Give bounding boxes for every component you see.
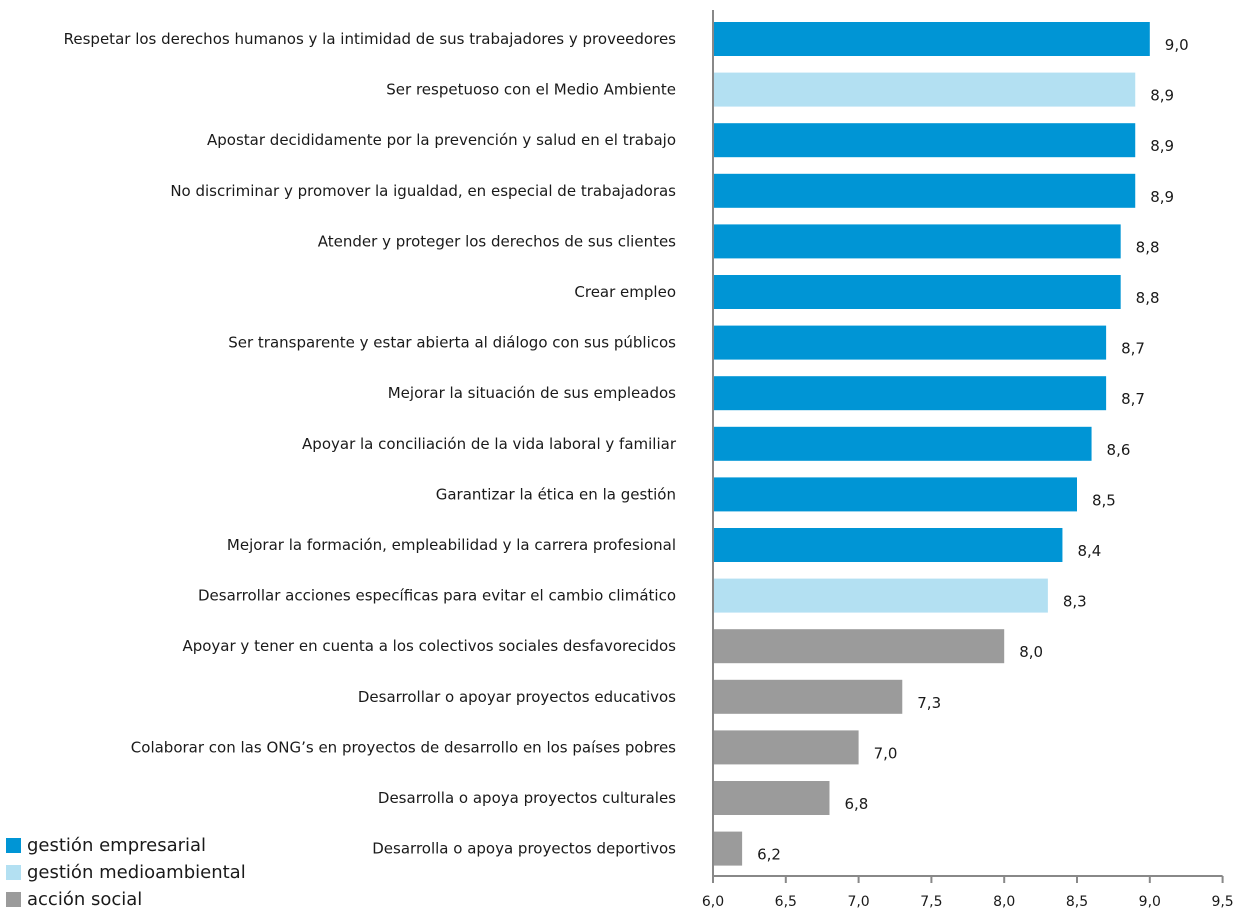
value-label: 8,8 bbox=[1136, 289, 1160, 307]
x-tick-label: 7,5 bbox=[920, 894, 942, 910]
bars-layer bbox=[713, 22, 1150, 866]
category-label: Desarrolla o apoya proyectos deportivos bbox=[372, 840, 676, 858]
value-label: 8,6 bbox=[1107, 441, 1131, 459]
legend-item-gestion-medioambiental: gestión medioambiental bbox=[6, 859, 246, 886]
x-axis: 6,0 6,5 7,0 7,5 8,0 8,5 9,0 9,5 bbox=[702, 10, 1234, 910]
bar bbox=[713, 528, 1063, 562]
category-label: Crear empleo bbox=[574, 283, 676, 301]
value-label: 8,9 bbox=[1150, 87, 1174, 105]
value-label: 8,0 bbox=[1019, 643, 1043, 661]
x-tick-label: 7,0 bbox=[847, 894, 869, 910]
category-label: Apoyar y tener en cuenta a los colectivo… bbox=[182, 637, 676, 655]
x-tick-label: 9,5 bbox=[1211, 894, 1233, 910]
value-labels-layer: 9,0 8,9 8,9 8,9 8,8 8,8 8,7 8,7 8,6 8,5 8,4 8,3 8,0 7… bbox=[757, 36, 1189, 864]
bar bbox=[713, 123, 1136, 158]
category-label: Respetar los derechos humanos y la intim… bbox=[64, 30, 677, 48]
value-label: 9,0 bbox=[1165, 36, 1189, 54]
value-label: 7,3 bbox=[917, 694, 941, 712]
category-label: Colaborar con las ONG’s en proyectos de … bbox=[131, 738, 676, 756]
category-label: Atender y proteger los derechos de sus c… bbox=[318, 232, 676, 250]
category-label: Mejorar la situación de sus empleados bbox=[388, 384, 676, 402]
bar bbox=[713, 173, 1136, 208]
category-label: Desarrolla o apoya proyectos culturales bbox=[378, 789, 676, 807]
bar bbox=[713, 781, 830, 815]
bar bbox=[713, 629, 1005, 664]
bar bbox=[713, 376, 1107, 411]
bar bbox=[713, 72, 1136, 107]
category-label: Ser transparente y estar abierta al diál… bbox=[228, 334, 676, 352]
value-label: 8,7 bbox=[1121, 390, 1145, 408]
bar bbox=[713, 578, 1048, 613]
category-label: Apostar decididamente por la prevención … bbox=[207, 131, 676, 149]
x-tick-label: 8,5 bbox=[1066, 894, 1088, 910]
value-label: 6,2 bbox=[757, 846, 781, 864]
bar bbox=[713, 679, 903, 714]
legend-swatch bbox=[6, 892, 21, 907]
x-tick-label: 8,0 bbox=[993, 894, 1015, 910]
category-label: Garantizar la ética en la gestión bbox=[436, 485, 676, 503]
category-label: No discriminar y promover la igualdad, e… bbox=[170, 182, 676, 200]
bar bbox=[713, 730, 859, 765]
legend-label: gestión empresarial bbox=[27, 835, 207, 856]
value-label: 8,5 bbox=[1092, 491, 1116, 509]
bar bbox=[713, 275, 1121, 309]
x-tick-label: 6,5 bbox=[775, 894, 797, 910]
value-label: 8,9 bbox=[1150, 188, 1174, 206]
legend-swatch bbox=[6, 838, 21, 853]
value-label: 7,0 bbox=[874, 744, 898, 762]
bar bbox=[713, 426, 1092, 461]
legend-swatch bbox=[6, 865, 21, 880]
value-label: 8,3 bbox=[1063, 593, 1087, 611]
category-label: Ser respetuoso con el Medio Ambiente bbox=[386, 81, 676, 99]
value-label: 8,7 bbox=[1121, 340, 1145, 358]
bar bbox=[713, 22, 1150, 56]
value-label: 8,9 bbox=[1150, 137, 1174, 155]
bar bbox=[713, 477, 1077, 512]
category-label: Apoyar la conciliación de la vida labora… bbox=[302, 435, 677, 453]
value-label: 6,8 bbox=[844, 795, 868, 813]
legend-label: acción social bbox=[27, 889, 143, 910]
category-label: Mejorar la formación, empleabilidad y la… bbox=[227, 536, 676, 554]
category-label: Desarrollar acciones específicas para ev… bbox=[198, 587, 676, 605]
x-tick-label: 9,0 bbox=[1139, 894, 1161, 910]
bar bbox=[713, 831, 743, 866]
legend-item-gestion-empresarial: gestión empresarial bbox=[6, 832, 246, 859]
category-label: Desarrollar o apoyar proyectos educativo… bbox=[358, 688, 676, 706]
value-label: 8,8 bbox=[1136, 238, 1160, 256]
value-label: 8,4 bbox=[1077, 542, 1101, 560]
legend-item-accion-social: acción social bbox=[6, 886, 246, 913]
legend: gestión empresarial gestión medioambient… bbox=[6, 832, 246, 913]
category-labels-layer: Respetar los derechos humanos y la intim… bbox=[64, 30, 677, 858]
bar bbox=[713, 325, 1107, 360]
x-tick-label: 6,0 bbox=[702, 894, 724, 910]
legend-label: gestión medioambiental bbox=[27, 862, 246, 883]
bar bbox=[713, 224, 1121, 259]
